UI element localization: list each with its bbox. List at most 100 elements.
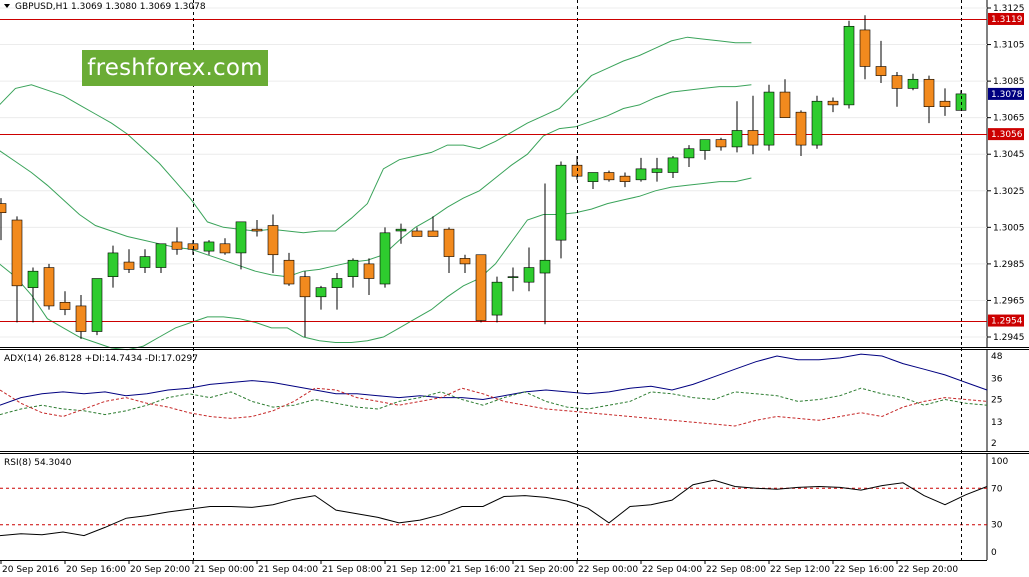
adx-tick-label: 36 <box>991 375 1003 385</box>
time-tick-label: 21 Sep 20:00 <box>514 565 574 575</box>
rsi-tick-label: 30 <box>991 521 1003 531</box>
candle <box>299 271 311 337</box>
symbol-header: GBPUSD,H1 1.3069 1.3080 1.3069 1.3078 <box>15 2 206 12</box>
candle <box>443 227 455 274</box>
candle <box>667 156 679 178</box>
level-price-tag: 1.2954 <box>988 314 1024 327</box>
candle <box>235 221 247 270</box>
candle <box>587 172 599 189</box>
candle <box>523 247 535 292</box>
price-tick-label: 1.2965 <box>993 296 1025 306</box>
candle <box>91 278 103 336</box>
adx-tick-label: 13 <box>991 418 1002 428</box>
candle <box>731 101 743 153</box>
time-tick-label: 20 Sep 20:00 <box>130 565 190 575</box>
time-tick-label: 21 Sep 16:00 <box>450 565 510 575</box>
candle <box>331 273 343 310</box>
bollinger-middle-line <box>0 84 752 278</box>
candle <box>27 267 39 323</box>
time-tick-label: 21 Sep 00:00 <box>194 565 254 575</box>
candle <box>795 110 807 157</box>
svg-text:1.3056: 1.3056 <box>991 130 1023 140</box>
candle <box>539 183 551 325</box>
candle <box>267 214 279 274</box>
candle <box>475 254 487 323</box>
candle <box>75 294 87 339</box>
adx-panel[interactable]: 48 36 25 13 2 ADX(14) 26.8128 +DI:14.7434 -D… <box>0 349 1003 451</box>
price-tick-label: 1.3045 <box>993 150 1025 160</box>
time-tick-label: 21 Sep 04:00 <box>258 565 318 575</box>
time-tick-label: 22 Sep 20:00 <box>898 565 958 575</box>
candle <box>411 227 423 237</box>
candle <box>603 170 615 182</box>
candle <box>747 95 759 155</box>
time-tick-label: 21 Sep 12:00 <box>386 565 446 575</box>
rsi-panel[interactable]: 100 70 30 0 RSI(8) 54.3040 <box>0 453 1008 560</box>
candle <box>651 157 663 182</box>
svg-text:1.2954: 1.2954 <box>991 317 1023 327</box>
candle <box>635 157 647 182</box>
adx-tick-label: 48 <box>991 352 1003 362</box>
price-tick-label: 1.3085 <box>993 77 1025 87</box>
candle <box>843 20 855 109</box>
price-tick-label: 1.3025 <box>993 187 1025 197</box>
candle <box>203 240 215 255</box>
last-price-tag: 1.3078 <box>988 87 1024 100</box>
candle <box>363 258 375 295</box>
candle <box>491 276 503 323</box>
candle <box>875 40 887 83</box>
candle <box>939 88 951 116</box>
rsi-tick-label: 70 <box>991 484 1003 494</box>
candle <box>827 97 839 113</box>
time-tick-label: 22 Sep 16:00 <box>834 565 894 575</box>
watermark-text: freshforex.com <box>87 55 263 81</box>
adx-lines <box>0 353 988 427</box>
candle <box>715 137 727 151</box>
time-tick-label: 22 Sep 04:00 <box>642 565 702 575</box>
candle <box>43 263 55 310</box>
rsi-axis: 100 70 30 0 <box>991 457 1008 558</box>
price-tick-label: 1.3105 <box>993 41 1025 51</box>
symbol-menu-arrow[interactable] <box>4 4 10 8</box>
watermark-logo: freshforex.com <box>82 50 268 86</box>
rsi-tick-label: 0 <box>991 548 997 558</box>
time-axis: 20 Sep 2016 20 Sep 16:00 20 Sep 20:00 21 Se… <box>0 560 958 575</box>
candle <box>139 249 151 274</box>
price-panel[interactable]: 1.3125 1.3105 1.3085 1.3065 1.3045 1.3025 1.30… <box>0 0 1025 351</box>
candle <box>11 216 23 323</box>
bollinger-upper-line <box>0 36 752 234</box>
rsi-tick-label: 100 <box>991 457 1008 467</box>
level-price-tag: 1.3056 <box>988 128 1024 141</box>
time-tick-label: 22 Sep 00:00 <box>578 565 638 575</box>
candle <box>123 249 135 274</box>
rsi-header: RSI(8) 54.3040 <box>4 458 72 468</box>
candle <box>315 285 327 310</box>
price-axis: 1.3125 1.3105 1.3085 1.3065 1.3045 1.3025 1.30… <box>987 4 1025 343</box>
rsi-series-line <box>0 479 988 537</box>
candle <box>859 15 871 80</box>
candle <box>155 243 167 274</box>
time-tick-label: 21 Sep 08:00 <box>322 565 382 575</box>
rsi-line <box>0 479 988 537</box>
adx-series-line <box>0 387 988 416</box>
time-tick-label: 22 Sep 12:00 <box>770 565 830 575</box>
price-tick-label: 1.3005 <box>993 223 1025 233</box>
candle <box>427 216 439 237</box>
adx-series-line <box>0 387 988 427</box>
time-tick-label: 20 Sep 16:00 <box>66 565 126 575</box>
price-tags: 1.3119 1.3056 1.2954 1.3078 <box>988 12 1024 327</box>
level-price-tag: 1.3119 <box>988 12 1024 25</box>
svg-text:1.3078: 1.3078 <box>991 90 1023 100</box>
candle <box>459 254 471 274</box>
candlesticks <box>0 15 967 339</box>
candle <box>107 245 119 288</box>
candle <box>699 139 711 160</box>
candle <box>891 71 903 107</box>
candle <box>907 73 919 91</box>
candle <box>347 258 359 288</box>
candle <box>507 267 519 292</box>
candle <box>59 291 71 316</box>
price-tick-label: 1.3125 <box>993 4 1025 14</box>
candle <box>555 161 567 259</box>
